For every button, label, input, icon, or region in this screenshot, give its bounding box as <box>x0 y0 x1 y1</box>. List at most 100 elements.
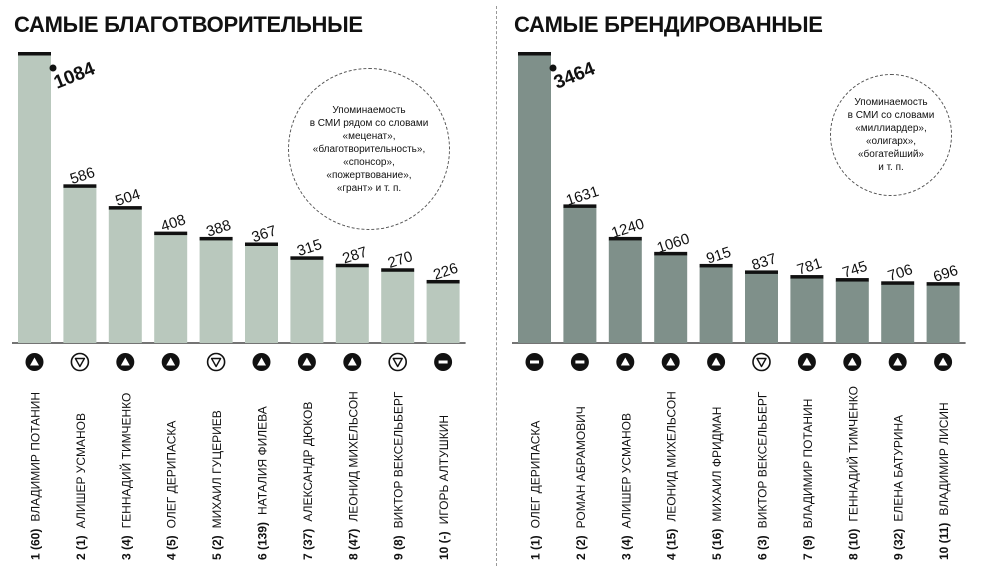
charity-person-name: ВЛАДИМИР ПОТАНИН <box>29 392 43 522</box>
charity-bar-cap <box>335 263 369 268</box>
branded-person-name: ВИКТОР ВЕКСЕЛЬБЕРГ <box>756 391 770 528</box>
branded-value-label: 781 <box>795 255 824 279</box>
charity-value-label: 315 <box>295 236 324 260</box>
branded-bar <box>926 285 960 343</box>
branded-rank: 8 (10) <box>846 529 860 560</box>
branded-bar <box>563 207 597 343</box>
charity-person-name: ОЛЕГ ДЕРИПАСКА <box>165 421 179 529</box>
branded-person-label: 4 (15) ЛЕОНИД МИХЕЛЬСОН <box>665 391 679 560</box>
branded-rank: 7 (9) <box>801 535 815 560</box>
charity-bar <box>63 187 97 343</box>
branded-person-label: 6 (3) ВИКТОР ВЕКСЕЛЬБЕРГ <box>756 391 770 560</box>
charity-bar-cap <box>108 206 142 210</box>
charity-person-label: 4 (5) ОЛЕГ ДЕРИПАСКА <box>165 421 179 560</box>
branded-person-name: АЛИШЕР УСМАНОВ <box>619 413 633 528</box>
branded-rank: 4 (15) <box>665 529 679 560</box>
charity-person-label: 6 (139) НАТАЛИЯ ФИЛЕВА <box>256 406 270 560</box>
branded-person-name: ВЛАДИМИР ЛИСИН <box>937 402 951 515</box>
charity-rank: 3 (4) <box>119 535 133 560</box>
branded-rank: 3 (4) <box>619 535 633 560</box>
trend-up-icon <box>116 353 135 371</box>
trend-up-icon <box>297 353 316 371</box>
branded-bar <box>745 273 778 343</box>
branded-bar <box>518 55 551 343</box>
charity-note-text: Упоминаемость в СМИ рядом со словами «ме… <box>309 104 429 194</box>
trend-down-icon <box>206 352 226 372</box>
branded-value-label: 745 <box>840 258 869 282</box>
charity-person-name: НАТАЛИЯ ФИЛЕВА <box>256 406 270 515</box>
trend-up-icon <box>616 353 635 371</box>
trend-same-icon <box>434 353 453 371</box>
trend-up-icon <box>888 353 907 371</box>
charity-bar <box>108 209 142 343</box>
charity-person-label: 5 (2) МИХАИЛ ГУЦЕРИЕВ <box>210 410 224 560</box>
charity-rank: 1 (60) <box>29 529 43 560</box>
charity-value-label: 1084 <box>51 58 98 93</box>
trend-up-icon <box>934 353 953 371</box>
trend-up-icon <box>797 353 816 371</box>
charity-bar <box>245 245 278 343</box>
branded-rank: 5 (16) <box>710 529 724 560</box>
trend-up-icon <box>252 353 271 371</box>
branded-bar-cap <box>745 270 778 274</box>
charity-rank: 6 (139) <box>256 522 270 560</box>
branded-rank: 1 (1) <box>529 535 543 560</box>
trend-up-icon <box>661 353 680 371</box>
charity-bar-cap <box>18 52 51 56</box>
trend-up-icon <box>843 353 862 371</box>
branded-bar-cap <box>654 251 688 256</box>
branded-bar <box>881 284 915 343</box>
charity-bar-chart: 1084 1 (60) ВЛАДИМИР ПОТАНИН 586 2 (1) АЛИШЕР… <box>12 52 466 560</box>
branded-value-label: 3464 <box>551 58 598 93</box>
trend-up-icon <box>707 353 726 371</box>
branded-bar-cap <box>790 275 824 279</box>
trend-up-icon <box>343 353 362 371</box>
charity-person-label: 7 (37) АЛЕКСАНДР ДЮКОВ <box>301 402 315 560</box>
branded-value-label: 837 <box>750 250 779 274</box>
charity-person-name: ВИКТОР ВЕКСЕЛЬБЕРГ <box>392 391 406 528</box>
branded-person-label: 8 (10) ГЕННАДИЙ ТИМЧЕНКО <box>845 386 860 560</box>
branded-rank: 6 (3) <box>756 535 770 560</box>
branded-person-name: ЛЕОНИД МИХЕЛЬСОН <box>665 391 679 521</box>
charity-rank: 4 (5) <box>165 535 179 560</box>
branded-bar-cap <box>881 281 915 285</box>
charity-leader-dot <box>49 64 57 72</box>
branded-note-bubble: Упоминаемость в СМИ со словами «миллиард… <box>830 74 952 196</box>
branded-value-label: 915 <box>704 244 733 268</box>
charity-person-name: АЛЕКСАНДР ДЮКОВ <box>301 402 315 522</box>
charity-value-label: 367 <box>250 222 279 246</box>
branded-bar-cap <box>563 204 597 208</box>
branded-person-label: 9 (32) ЕЛЕНА БАТУРИНА <box>892 415 906 560</box>
charity-value-label: 504 <box>113 186 142 210</box>
branded-bar-cap <box>699 263 733 268</box>
charity-value-label: 408 <box>159 211 188 235</box>
charity-bar-cap <box>290 256 324 260</box>
panel-divider <box>496 6 497 566</box>
trend-down-icon <box>70 352 90 372</box>
charity-bar <box>199 239 233 343</box>
branded-person-name: ЕЛЕНА БАТУРИНА <box>892 415 906 522</box>
charity-rank: 8 (47) <box>346 529 360 560</box>
branded-bar <box>835 281 869 343</box>
charity-rank: 10 (-) <box>437 531 451 560</box>
branded-bar-cap <box>926 282 960 286</box>
trend-same-icon <box>525 353 544 371</box>
charity-person-label: 3 (4) ГЕННАДИЙ ТИМЧЕНКО <box>118 393 133 560</box>
charity-person-label: 9 (8) ВИКТОР ВЕКСЕЛЬБЕРГ <box>392 391 406 560</box>
branded-person-name: ОЛЕГ ДЕРИПАСКА <box>529 421 543 529</box>
branded-chart-panel: САМЫЕ БРЕНДИРОВАННЫЕ 3464 1 (1) ОЛЕГ ДЕРИП… <box>500 0 991 571</box>
charity-chart-panel: САМЫЕ БЛАГОТВОРИТЕЛЬНЫЕ 1084 1 (60) ВЛАДИМ… <box>0 0 493 571</box>
charity-note-bubble: Упоминаемость в СМИ рядом со словами «ме… <box>288 68 450 230</box>
charity-bar-cap <box>63 184 97 188</box>
charity-value-label: 388 <box>204 217 233 241</box>
branded-person-label: 5 (16) МИХАИЛ ФРИДМАН <box>710 407 724 560</box>
trend-down-icon <box>388 352 408 372</box>
charity-bar <box>290 259 324 343</box>
charity-person-name: ЛЕОНИД МИХЕЛЬСОН <box>346 391 360 521</box>
charity-person-name: МИХАИЛ ГУЦЕРИЕВ <box>210 410 224 528</box>
trend-same-icon <box>570 353 589 371</box>
branded-bar-cap <box>518 52 551 56</box>
charity-bar-cap <box>245 242 278 246</box>
branded-rank: 10 (11) <box>937 523 951 560</box>
branded-bar-cap <box>608 236 642 241</box>
